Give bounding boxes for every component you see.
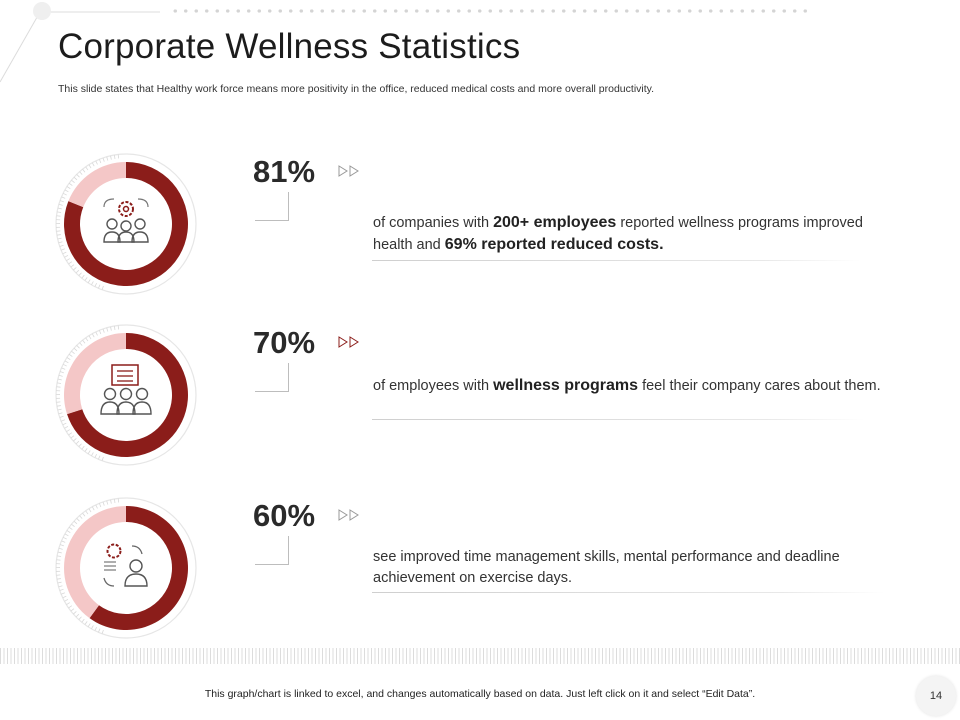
team-presentation-icon [100,364,152,415]
stat-percent-3: 60% [253,498,316,533]
footer-note: This graph/chart is linked to excel, and… [204,688,756,700]
emphasis-text: 200+ employees [493,214,617,231]
connector-line [255,192,289,221]
decorative-dots [170,9,810,13]
team-gear-icon [103,198,149,243]
donut-chart-3[interactable] [54,496,198,640]
body-text: of companies with [373,215,494,231]
stat-row-2: 70% of employees with wellness programs … [0,323,960,473]
divider [372,592,884,593]
stat-description-3: see improved time management skills, men… [373,547,893,589]
page-number: 14 [916,676,956,716]
decorative-ticks [55,154,120,290]
emphasis-text: 69% reported reduced costs. [444,236,664,253]
donut-slice-remainder[interactable] [63,333,126,415]
double-arrow-icon [338,165,359,177]
stat-percent-1: 81% [253,154,316,189]
divider [372,260,860,261]
decorative-corner-line [0,2,160,83]
double-arrow-icon [338,336,359,348]
decorative-ticks [55,325,120,461]
decorative-ticks [55,498,120,634]
stat-percent-2: 70% [253,325,316,360]
divider [372,419,864,420]
donut-slice-remainder[interactable] [68,162,126,208]
connector-line [255,536,289,565]
page-subtitle: This slide states that Healthy work forc… [58,83,655,95]
donut-chart-2[interactable] [54,323,198,467]
double-arrow-icon [338,509,359,521]
page-title: Corporate Wellness Statistics [58,27,521,66]
stat-row-3: 60% see improved time management skills,… [0,496,960,646]
decorative-stripes [0,648,960,664]
time-management-icon [103,543,148,587]
body-text: reported wellness programs improved heal… [373,215,863,253]
emphasis-text: wellness programs [493,377,639,394]
stat-row-1: 81% of companies with 200+ employees rep… [0,152,960,302]
stat-description-1: of companies with 200+ employees reporte… [373,212,893,256]
donut-slice-remainder[interactable] [64,506,126,619]
stat-description-2: of employees with wellness programs feel… [373,375,893,397]
donut-chart-1[interactable] [54,152,198,296]
body-text: feel their company cares about them. [638,378,881,394]
connector-line [255,363,289,392]
body-text: of employees with [373,378,494,394]
donut-slice-value[interactable] [89,506,188,630]
body-text: see improved time management skills, men… [373,549,840,586]
